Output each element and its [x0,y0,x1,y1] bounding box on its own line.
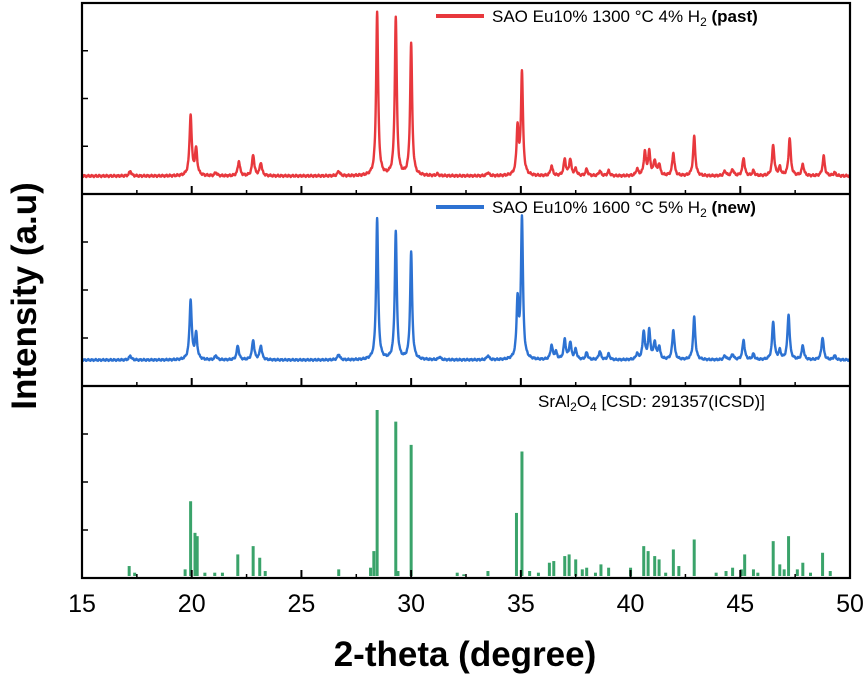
y-axis-title: Intensity (a.u) [5,182,44,410]
x-tick-label-50: 50 [836,590,864,618]
legend-text-ref: [CSD: 291357(ICSD)] [597,392,765,411]
legend-text-sub: 2 [570,400,577,414]
legend-label-3: SrAl2O4 [CSD: 291357(ICSD)] [538,392,765,414]
legend-label-2: SAO Eu10% 1600 °C 5% H2 (new) [492,198,756,220]
legend-text-formula-2: O [577,392,590,411]
legend-text-bold: (past) [712,7,758,26]
panels: SAO Eu10% 1300 °C 4% H2 (past)SAO Eu10% … [81,7,851,576]
plot-frame [80,1,852,580]
legend-text-sub: 2 [700,15,707,29]
panel-3: SrAl2O4 [CSD: 291357(ICSD)] [127,392,832,576]
x-axis: 15 20 25 30 35 40 45 50 [68,186,864,618]
legend-text-main: SAO Eu10% 1300 °C 4% H [492,7,700,26]
series-2-line [81,214,851,363]
panel-2: SAO Eu10% 1600 °C 5% H2 (new) [81,198,851,363]
legend-text-sub-2: 4 [590,400,597,414]
series-1-line [81,10,851,179]
x-tick-label-20: 20 [178,590,206,618]
x-tick-label-30: 30 [397,590,425,618]
legend-label-1: SAO Eu10% 1300 °C 4% H2 (past) [492,7,758,29]
x-tick-label-15: 15 [68,590,96,618]
x-tick-label-25: 25 [288,590,316,618]
panel-1: SAO Eu10% 1300 °C 4% H2 (past) [81,7,851,179]
x-tick-label-40: 40 [617,590,645,618]
legend-text-main: SAO Eu10% 1600 °C 5% H [492,198,700,217]
x-tick-label-45: 45 [726,590,754,618]
legend-text-sub: 2 [700,206,707,220]
legend-text-bold: (new) [712,198,756,217]
x-tick-label-35: 35 [507,590,535,618]
legend-text-formula: SrAl [538,392,570,411]
axes-box [80,1,852,580]
x-axis-title: 2-theta (degree) [334,635,597,674]
